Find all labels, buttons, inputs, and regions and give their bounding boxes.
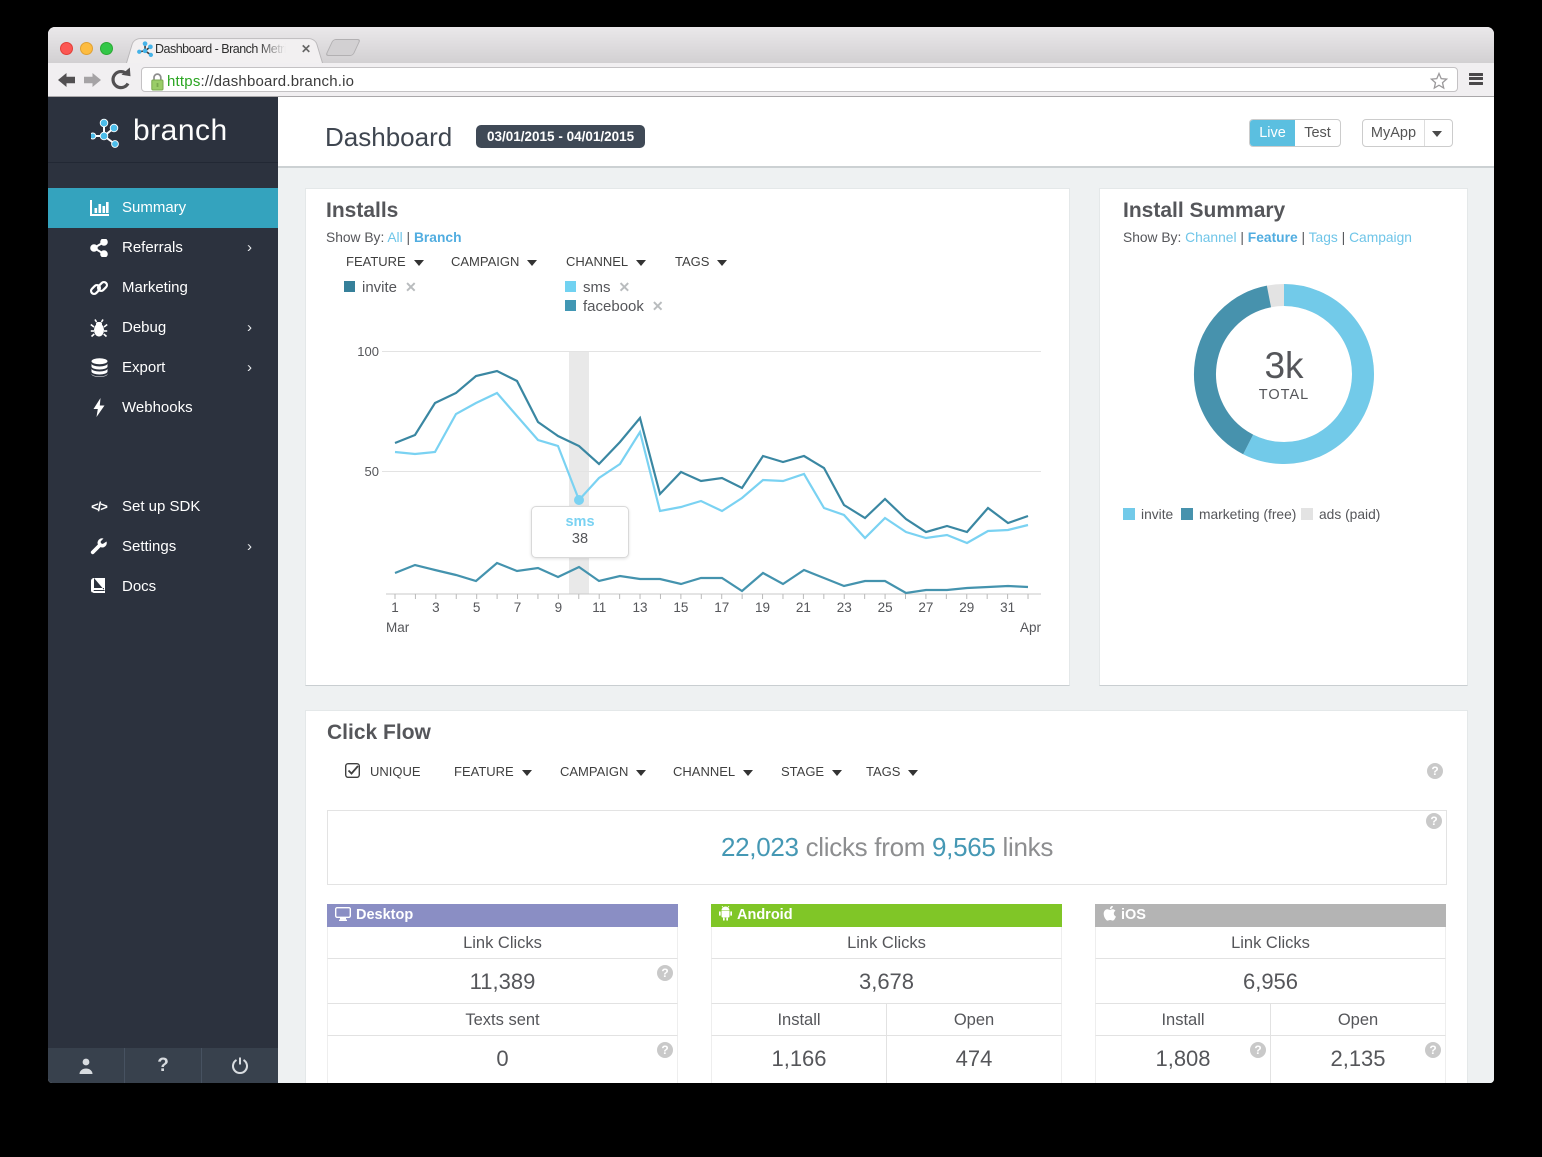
- svg-text:17: 17: [714, 600, 729, 615]
- svg-text:13: 13: [633, 600, 648, 615]
- svg-text:Mar: Mar: [386, 620, 410, 635]
- svg-text:9: 9: [555, 600, 563, 615]
- svg-text:31: 31: [1000, 600, 1015, 615]
- svg-text:27: 27: [918, 600, 933, 615]
- svg-text:1: 1: [391, 600, 399, 615]
- svg-text:15: 15: [673, 600, 688, 615]
- svg-text:3: 3: [432, 600, 440, 615]
- svg-text:23: 23: [837, 600, 852, 615]
- svg-text:25: 25: [878, 600, 893, 615]
- svg-text:50: 50: [365, 464, 379, 479]
- svg-text:5: 5: [473, 600, 481, 615]
- svg-text:7: 7: [514, 600, 522, 615]
- svg-text:29: 29: [959, 600, 974, 615]
- svg-text:21: 21: [796, 600, 811, 615]
- svg-text:11: 11: [592, 600, 606, 615]
- svg-text:100: 100: [357, 344, 379, 359]
- svg-text:19: 19: [755, 600, 770, 615]
- svg-text:Apr: Apr: [1020, 620, 1042, 635]
